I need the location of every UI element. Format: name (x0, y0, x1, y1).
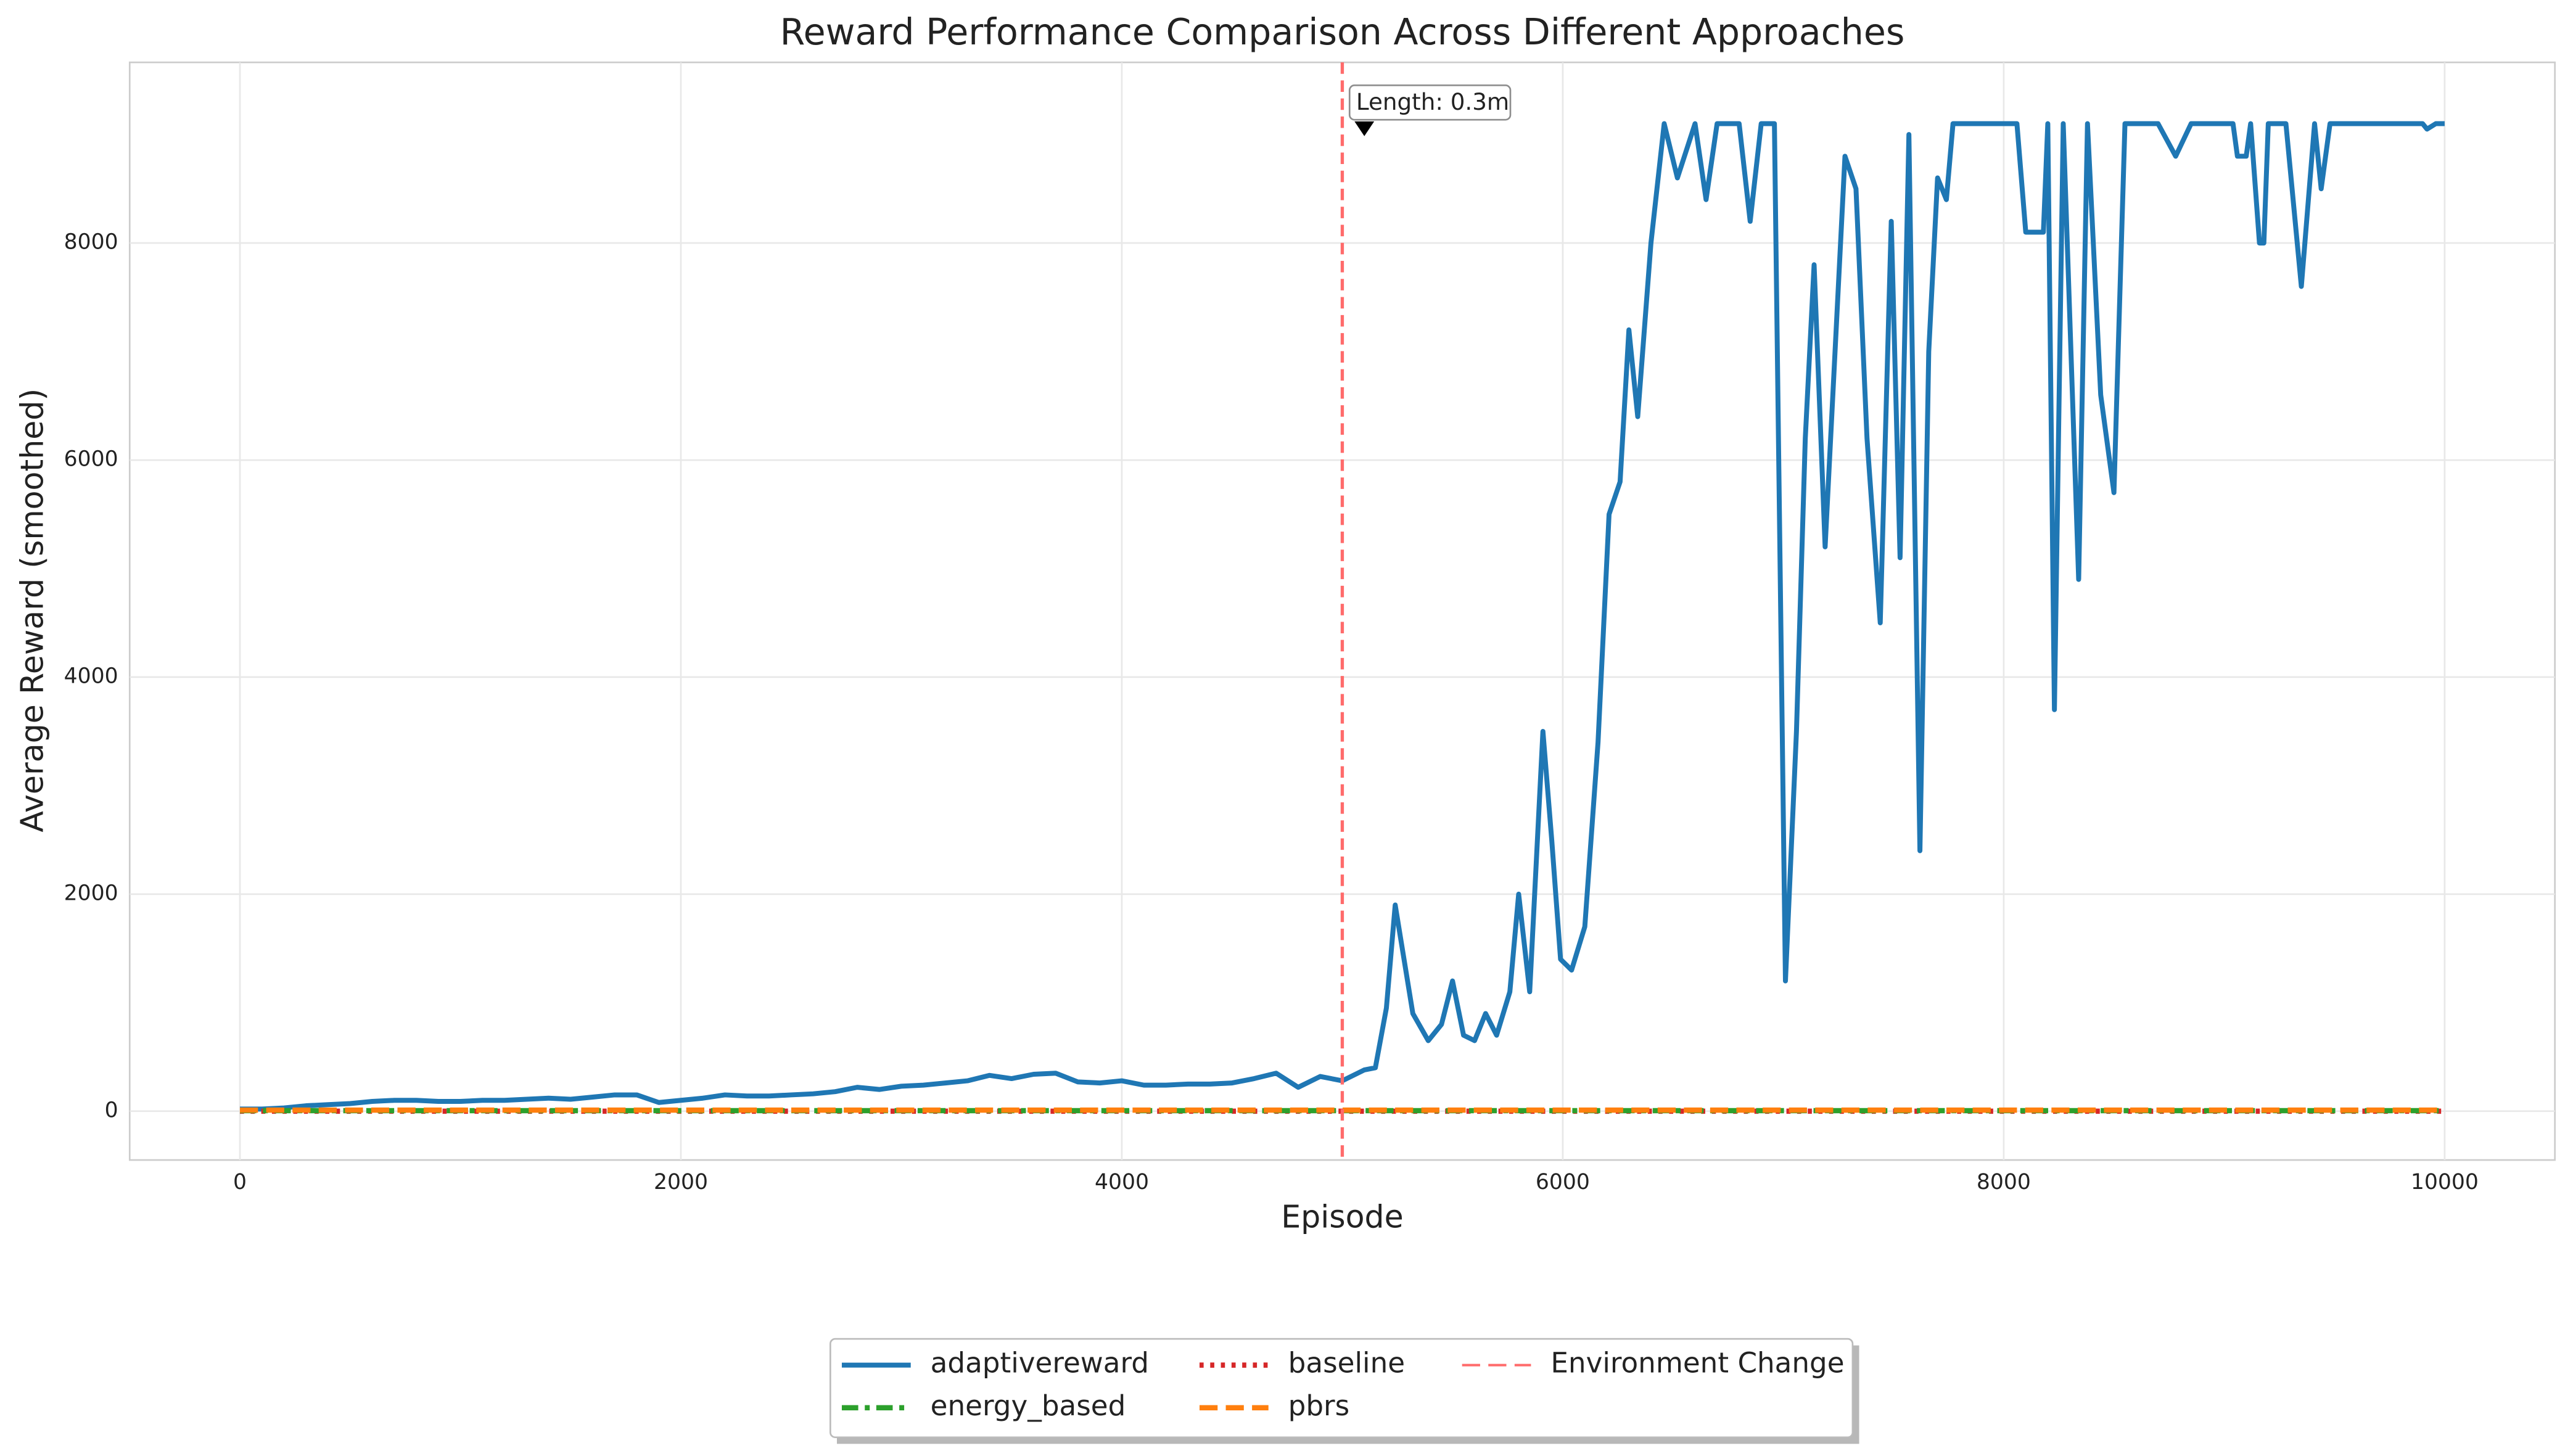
legend: adaptivereward energy_based baseline pbrs En… (830, 1338, 1859, 1444)
y-tick-label: 2000 (64, 881, 118, 905)
x-tick-label: 10000 (2411, 1170, 2479, 1195)
legend-label: Environment Change (1550, 1347, 1844, 1380)
x-tick-label: 4000 (1095, 1170, 1149, 1195)
x-tick-label: 2000 (654, 1170, 708, 1195)
series-line (240, 121, 2445, 1112)
y-tick-label: 0 (105, 1098, 118, 1122)
x-tick-label: 8000 (1977, 1170, 2031, 1195)
legend-box (830, 1338, 1854, 1438)
annotation-box (1348, 84, 1512, 121)
legend-label: pbrs (1288, 1389, 1350, 1422)
y-tick-label: 4000 (64, 664, 118, 688)
y-tick-label: 8000 (64, 230, 118, 255)
legend-label: baseline (1288, 1347, 1405, 1380)
y-tick-label: 6000 (64, 447, 118, 472)
legend-label: adaptivereward (931, 1347, 1149, 1380)
x-tick-label: 0 (233, 1170, 247, 1195)
annotation-marker (1354, 121, 1375, 136)
annotation-text: Length: 0.3m (1356, 88, 1509, 115)
legend-label: energy_based (931, 1389, 1126, 1422)
lines: Length: 0.3m (240, 62, 2445, 1161)
y-axis-label: Average Reward (smoothed) (14, 389, 50, 833)
x-tick-label: 6000 (1536, 1170, 1590, 1195)
x-axis-label: Episode (1281, 1198, 1404, 1235)
chart-title: Reward Performance Comparison Across Dif… (780, 11, 1905, 53)
